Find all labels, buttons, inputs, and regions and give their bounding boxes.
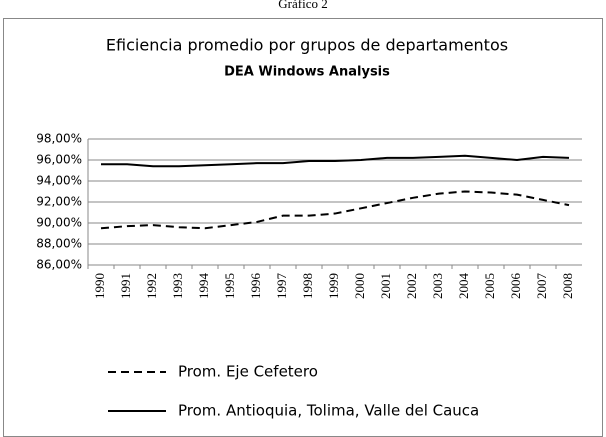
x-tick-label: 1997	[274, 273, 289, 300]
x-tick-label: 2000	[352, 273, 367, 299]
chart-title: Eficiencia promedio por grupos de depart…	[106, 36, 508, 55]
y-tick-label: 88,00%	[36, 237, 82, 251]
caption: Gráfico 2	[278, 0, 327, 11]
x-tick-label: 1991	[118, 273, 133, 299]
series-line	[101, 154, 570, 168]
y-tick-label: 94,00%	[36, 174, 82, 188]
y-tick-label: 86,00%	[36, 258, 82, 272]
y-tick-label: 90,00%	[36, 216, 82, 230]
legend-label: Prom. Antioquia, Tolima, Valle del Cauca	[178, 402, 479, 420]
y-tick-label: 98,00%	[36, 132, 82, 146]
x-tick-label: 1994	[196, 273, 211, 300]
x-tick-label: 1993	[170, 273, 185, 299]
x-tick-label: 1995	[222, 273, 237, 299]
legend-label: Prom. Eje Cefetero	[178, 363, 318, 381]
x-tick-label: 2006	[508, 273, 523, 300]
x-tick-label: 2001	[378, 273, 393, 299]
x-tick-label: 1998	[300, 273, 315, 299]
x-tick-label: 1999	[326, 273, 341, 299]
x-tick-label: 1990	[92, 273, 107, 299]
x-tick-label: 2005	[482, 273, 497, 299]
x-tick-label: 2008	[560, 273, 575, 299]
x-tick-label: 2003	[430, 273, 445, 299]
x-tick-label: 2002	[404, 273, 419, 299]
x-tick-label: 2004	[456, 273, 471, 300]
x-tick-label: 1992	[144, 273, 159, 299]
y-tick-label: 96,00%	[36, 153, 82, 167]
x-tick-label: 2007	[534, 273, 549, 300]
chart-subtitle: DEA Windows Analysis	[224, 65, 390, 80]
y-tick-label: 92,00%	[36, 195, 82, 209]
x-tick-label: 1996	[248, 273, 263, 300]
series-line	[100, 190, 570, 230]
